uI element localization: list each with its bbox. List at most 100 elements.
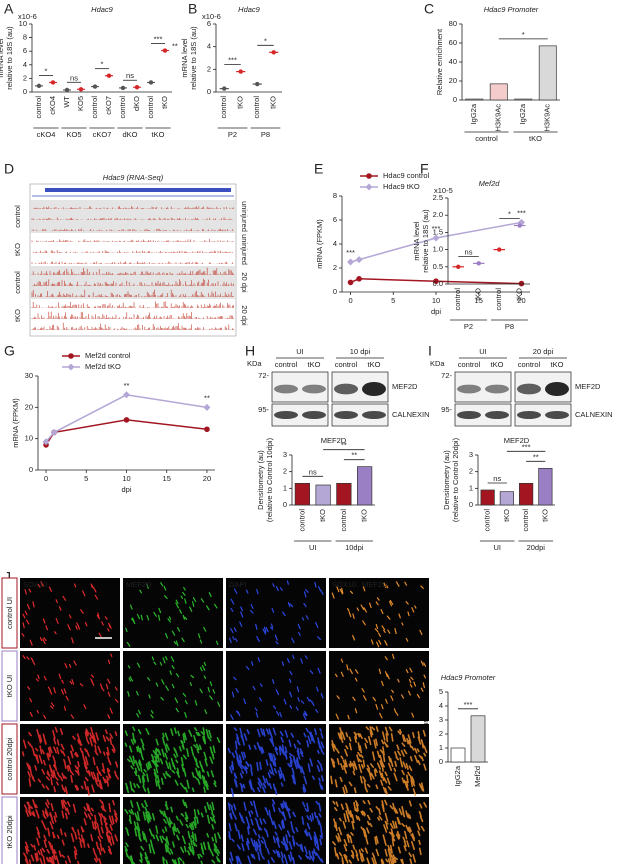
group-label: UI xyxy=(494,543,502,552)
point xyxy=(366,173,372,179)
significance: *** xyxy=(154,35,163,44)
mw-marker: 95- xyxy=(441,405,452,414)
point xyxy=(42,438,50,446)
significance: ns xyxy=(493,474,501,483)
group-label: KO5 xyxy=(66,130,81,139)
blot-frame xyxy=(271,403,329,427)
x-tick-label: control xyxy=(453,288,462,311)
significance: ** xyxy=(341,441,347,450)
lane-label: control xyxy=(518,360,541,369)
panel-letter: B xyxy=(188,1,197,17)
group-label: control xyxy=(475,134,498,143)
band xyxy=(485,411,509,419)
bar xyxy=(480,489,495,506)
x-tick-label: cKO7 xyxy=(104,96,113,115)
y-tick-label: 1.5 xyxy=(433,227,443,236)
lane-label: tKO xyxy=(308,360,321,369)
y-tick-label: 4 xyxy=(439,701,443,710)
bar xyxy=(499,491,514,506)
significance: ns xyxy=(126,71,134,80)
y-axis-label: relative to 18S (au) xyxy=(421,209,430,273)
x-tick-label: control xyxy=(118,96,127,119)
y-tick-label: 6 xyxy=(333,215,337,224)
bar xyxy=(538,467,553,506)
y-tick-label: 0.5 xyxy=(433,262,443,271)
cells xyxy=(227,799,324,864)
mean-dot xyxy=(476,261,481,266)
y-axis-label: mRNA level xyxy=(0,38,5,78)
mean-dot xyxy=(148,80,154,85)
cells xyxy=(330,726,428,796)
y-tick-label: 1 xyxy=(469,483,473,492)
significance: ** xyxy=(533,452,539,461)
mean-dot xyxy=(92,84,98,89)
band xyxy=(457,411,481,419)
cells xyxy=(21,726,119,796)
point xyxy=(347,279,354,286)
x-tick-label: control xyxy=(494,288,503,311)
bar xyxy=(514,98,533,101)
cells xyxy=(335,653,427,720)
coverage-trace xyxy=(31,289,234,297)
y-tick-label: 0.0 xyxy=(433,279,443,288)
significance: * xyxy=(264,36,267,45)
blot-frame xyxy=(454,403,512,427)
x-tick-label: H3K9Ac xyxy=(543,104,552,132)
cells xyxy=(124,799,221,864)
x-tick-label: 10 xyxy=(122,474,130,483)
blot-condition: UI xyxy=(296,347,304,356)
x-tick-label: IgG2a xyxy=(469,103,478,124)
significance: ns xyxy=(465,247,473,256)
y-tick-label: 8 xyxy=(23,33,27,42)
significance: * xyxy=(101,60,104,69)
panel-letter: A xyxy=(4,1,14,17)
blot-condition: 10 dpi xyxy=(350,347,371,356)
group-label: P8 xyxy=(261,130,270,139)
mean-dot xyxy=(78,87,84,92)
micrograph xyxy=(226,797,326,864)
point xyxy=(433,278,439,285)
x-tick-label: H3K9Ac xyxy=(494,104,503,132)
group-label: P2 xyxy=(464,322,473,331)
cells xyxy=(229,580,324,645)
x-tick-label: 20 xyxy=(517,296,525,305)
micrograph xyxy=(329,578,429,648)
panel-letter: D xyxy=(4,161,14,177)
y-tick-label: 0 xyxy=(439,757,443,766)
significance: *** xyxy=(346,248,355,257)
band xyxy=(457,384,481,394)
y-tick-label: 8 xyxy=(333,191,337,200)
y-tick-label: 0 xyxy=(207,87,211,96)
y-tick-label: 10 xyxy=(25,434,33,443)
coverage-trace xyxy=(31,267,234,275)
coverage-trace xyxy=(31,322,234,330)
bar xyxy=(538,45,557,101)
bar xyxy=(357,466,373,506)
bar xyxy=(519,482,534,506)
significance: *** xyxy=(464,700,473,709)
x-tick-label: 0 xyxy=(44,474,48,483)
x-tick-label: tKO xyxy=(540,509,549,522)
y-axis-label: mRNA (FPKM) xyxy=(315,219,324,269)
mean-dot xyxy=(36,83,42,89)
y-tick-label: 20 xyxy=(449,76,457,85)
legend-label: Mef2d tKO xyxy=(85,362,121,371)
group-label: P8 xyxy=(505,322,514,331)
cells xyxy=(230,654,324,720)
bar xyxy=(294,482,310,506)
y-tick-label: 2 xyxy=(439,729,443,738)
y-axis-label: mRNA level xyxy=(412,221,421,261)
channel-label: DAPI xyxy=(229,580,247,589)
significance: * xyxy=(508,210,511,219)
group-label: tKO xyxy=(529,134,542,143)
panel-letter: H xyxy=(245,343,255,359)
x-tick-label: tKO xyxy=(318,509,327,522)
x-tick-label: tKO xyxy=(236,96,245,109)
legend-label: Hdac9 control xyxy=(383,171,430,180)
x-tick-label: 0 xyxy=(348,296,352,305)
blot-condition: 20 dpi xyxy=(533,347,554,356)
coverage-trace xyxy=(31,250,234,253)
point xyxy=(347,258,355,266)
x-tick-label: control xyxy=(219,96,228,119)
